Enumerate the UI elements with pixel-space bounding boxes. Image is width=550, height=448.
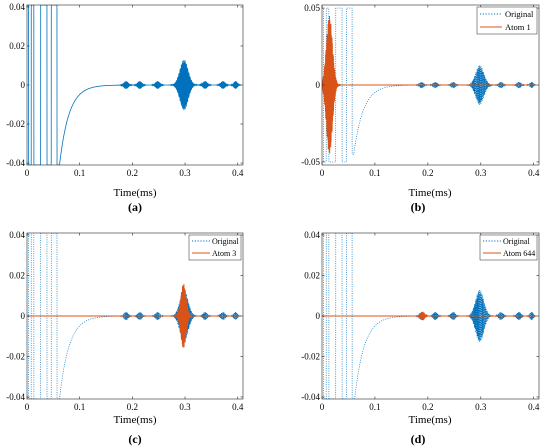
series-atom	[322, 16, 537, 154]
series-original	[322, 7, 537, 163]
tick-group: 0 0.1 0.2 0.3 0.4 -0.04 -0.02 0 0.02 0.04	[6, 2, 244, 178]
data-series-group	[27, 233, 241, 399]
series-original	[27, 233, 241, 399]
legend: Original Atom 1	[476, 6, 538, 35]
x-axis-label: Time(ms)	[409, 414, 452, 426]
x-axis-label: Time(ms)	[409, 187, 452, 199]
series-original	[322, 233, 537, 399]
x-axis-label: Time(ms)	[114, 187, 157, 199]
y-tick-label: 0.04	[9, 230, 25, 240]
panel-label: (c)	[128, 432, 141, 446]
panel-c: 0 0.1 0.2 0.3 0.4 -0.04 -0.02 0 0.02 0.04 Origina…	[6, 230, 244, 446]
legend-box	[188, 234, 242, 261]
legend-label-original: Original	[503, 237, 530, 246]
y-tick-label: 0.02	[9, 271, 25, 281]
series-original	[27, 5, 241, 165]
series-atom	[27, 284, 241, 348]
legend: Original Atom 644	[479, 234, 538, 261]
legend: Original Atom 3	[188, 234, 242, 261]
data-series-group	[322, 233, 537, 399]
panel-a: 0 0.1 0.2 0.3 0.4 -0.04 -0.02 0 0.02 0.04 Time(ms…	[6, 2, 244, 214]
y-tick-label: 0	[316, 80, 321, 90]
y-tick-label: -0.05	[301, 157, 320, 167]
y-tick-label: -0.02	[6, 351, 25, 361]
y-tick-label: -0.04	[6, 392, 25, 402]
x-tick-label: 0.1	[369, 402, 380, 412]
panel-label: (d)	[411, 432, 426, 446]
y-tick-label: 0	[316, 311, 321, 321]
x-tick-label: 0	[25, 402, 30, 412]
legend-label-atom: Atom 1	[505, 22, 531, 32]
y-tick-label: 0.04	[304, 230, 320, 240]
legend-label-atom: Atom 3	[212, 249, 236, 258]
legend-box	[479, 234, 538, 261]
y-tick-label: 0.02	[9, 41, 25, 51]
x-tick-label: 0	[25, 168, 30, 178]
tick-group: 0 0.1 0.2 0.3 0.4 -0.04 -0.02 0 0.02 0.04	[6, 230, 244, 412]
x-tick-label: 0	[320, 402, 325, 412]
x-tick-label: 0.4	[232, 168, 244, 178]
y-tick-label: 0.04	[9, 2, 25, 12]
x-tick-label: 0.3	[179, 168, 191, 178]
panel-label: (a)	[128, 200, 142, 214]
panel-d: 0 0.1 0.2 0.3 0.4 -0.04 -0.02 0 0.02 0.04 Origina…	[301, 230, 540, 446]
data-series-group	[27, 5, 241, 165]
x-axis-label: Time(ms)	[114, 414, 157, 426]
x-tick-label: 0.3	[475, 402, 487, 412]
y-tick-label: -0.02	[301, 351, 320, 361]
legend-label-original: Original	[212, 237, 239, 246]
y-tick-label: 0	[21, 311, 26, 321]
y-tick-label: -0.04	[301, 392, 320, 402]
y-tick-label: -0.02	[6, 119, 25, 129]
x-tick-label: 0	[320, 168, 325, 178]
panel-label: (b)	[411, 200, 426, 214]
x-tick-label: 0.2	[422, 402, 433, 412]
x-tick-label: 0.2	[127, 168, 138, 178]
y-tick-label: 0	[21, 80, 26, 90]
y-tick-label: 0.05	[304, 3, 320, 13]
legend-box	[476, 6, 538, 35]
y-tick-label: -0.04	[6, 158, 25, 168]
x-tick-label: 0.4	[528, 168, 540, 178]
x-tick-label: 0.1	[74, 402, 85, 412]
data-series-group	[322, 7, 537, 163]
x-tick-label: 0.3	[179, 402, 191, 412]
series-atom	[322, 311, 537, 321]
y-tick-label: 0.02	[304, 271, 320, 281]
x-tick-label: 0.2	[127, 402, 138, 412]
x-tick-label: 0.2	[422, 168, 433, 178]
x-tick-label: 0.4	[528, 402, 540, 412]
x-tick-label: 0.4	[232, 402, 244, 412]
x-tick-label: 0.1	[369, 168, 380, 178]
legend-label-atom: Atom 644	[503, 249, 535, 258]
x-tick-label: 0.1	[74, 168, 85, 178]
x-tick-label: 0.3	[475, 168, 487, 178]
legend-label-original: Original	[505, 9, 534, 19]
